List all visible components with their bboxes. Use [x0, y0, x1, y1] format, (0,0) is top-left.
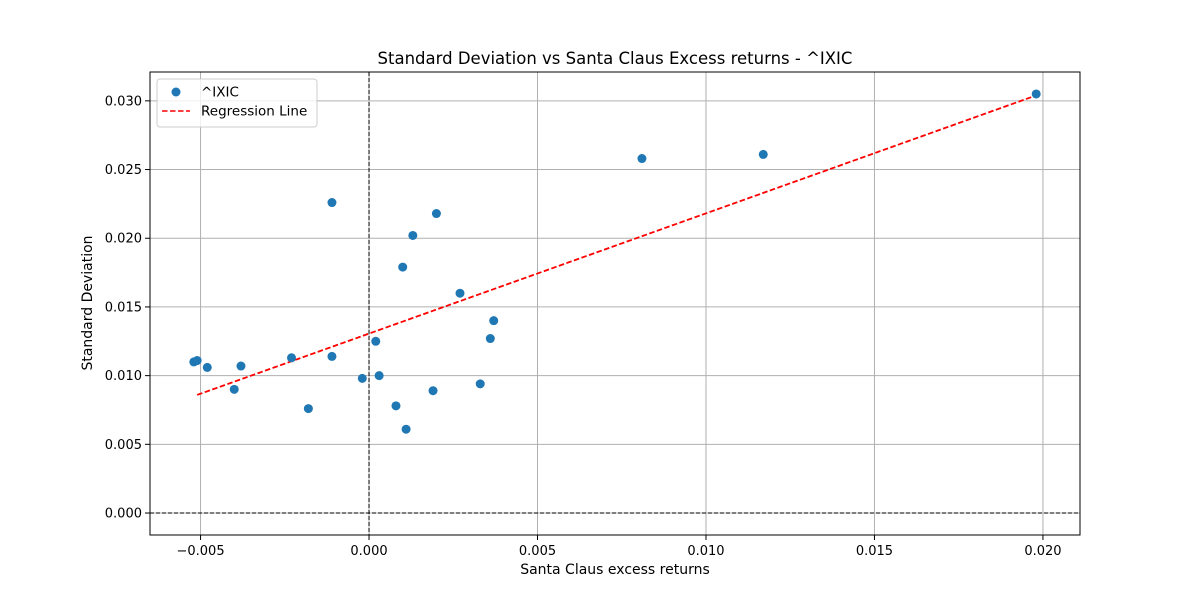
legend-label-ixic: ^IXIC — [201, 85, 239, 101]
x-tick-label: 0.000 — [350, 544, 387, 559]
data-point — [489, 316, 499, 326]
data-point — [229, 384, 239, 394]
data-point — [327, 198, 337, 208]
data-point — [371, 336, 381, 346]
y-tick-label: 0.000 — [105, 507, 142, 522]
data-point — [391, 401, 401, 411]
regression-line-layer — [196, 94, 1037, 396]
regression-line — [196, 94, 1037, 396]
chart-title: Standard Deviation vs Santa Claus Excess… — [378, 49, 853, 68]
data-point — [398, 262, 408, 272]
data-point — [637, 154, 647, 164]
data-point — [287, 353, 297, 363]
legend-box — [156, 78, 318, 128]
data-point — [431, 209, 441, 219]
y-axis-title: Standard Deviation — [80, 235, 96, 370]
y-tick-label: 0.025 — [105, 163, 142, 178]
legend: ^IXIC Regression Line — [156, 78, 318, 128]
y-tick-label: 0.010 — [105, 369, 142, 384]
x-tick-label: −0.005 — [176, 544, 224, 559]
plot-area — [149, 71, 1081, 536]
x-axis-ticks: −0.005 0.000 0.005 0.010 0.015 0.020 — [176, 535, 1062, 559]
data-point — [236, 361, 246, 371]
x-tick-label: 0.010 — [687, 544, 724, 559]
y-tick-label: 0.005 — [105, 438, 142, 453]
reference-lines — [150, 72, 1080, 535]
scatter-points — [189, 89, 1041, 434]
y-axis-ticks: 0.000 0.005 0.010 0.015 0.020 0.025 0.030 — [105, 94, 150, 522]
data-point — [202, 362, 212, 372]
data-point — [475, 379, 485, 389]
x-tick-label: 0.015 — [856, 544, 893, 559]
data-point — [401, 424, 411, 434]
data-point — [428, 386, 438, 396]
data-point — [374, 371, 384, 381]
data-point — [327, 351, 337, 361]
data-point — [758, 149, 768, 159]
data-point — [485, 334, 495, 344]
y-tick-label: 0.020 — [105, 232, 142, 247]
data-point — [303, 404, 313, 414]
data-point — [408, 230, 418, 240]
data-point — [455, 288, 465, 298]
data-point — [1031, 89, 1041, 99]
data-point — [357, 373, 367, 383]
y-tick-label: 0.015 — [105, 300, 142, 315]
x-tick-label: 0.020 — [1024, 544, 1061, 559]
y-tick-label: 0.030 — [105, 94, 142, 109]
data-point — [192, 356, 202, 366]
legend-marker-ixic — [171, 87, 181, 97]
legend-label-regression: Regression Line — [201, 104, 307, 120]
x-axis-title: Santa Claus excess returns — [520, 562, 710, 578]
x-tick-label: 0.005 — [519, 544, 556, 559]
